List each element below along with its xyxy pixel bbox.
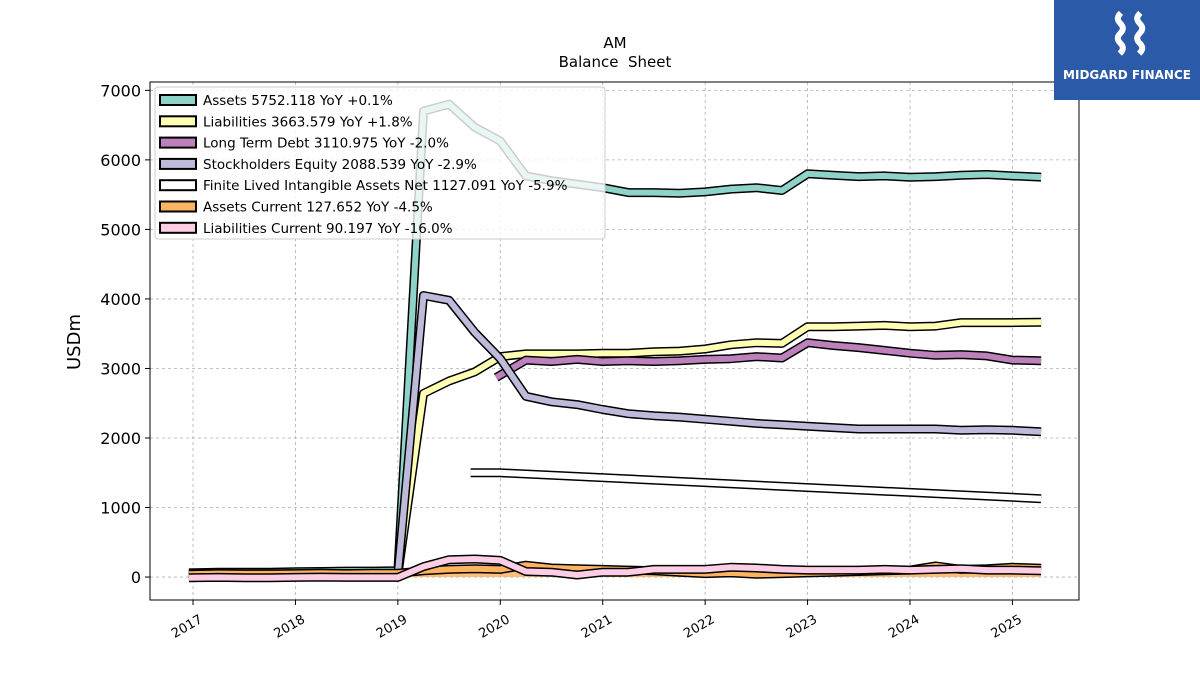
legend-label: Assets 5752.118 YoY +0.1% [203, 93, 393, 109]
x-tick-label: 2020 [476, 612, 512, 642]
legend: Assets 5752.118 YoY +0.1% Liabilities 366… [154, 86, 606, 240]
chart-title: AM [603, 34, 626, 52]
legend-label: Finite Lived Intangible Assets Net 1127.… [203, 178, 568, 194]
y-tick-label: 2000 [100, 429, 141, 448]
legend-label: Liabilities Current 90.197 YoY -16.0% [203, 221, 453, 237]
x-tick-label: 2022 [681, 612, 717, 642]
legend-swatch [159, 179, 197, 192]
logo-mark-icon: ⌇⌇ [1107, 5, 1153, 66]
legend-label: Liabilities 3663.579 YoY +1.8% [203, 114, 413, 130]
x-tick-label: 2018 [272, 612, 308, 642]
y-tick-label: 1000 [100, 499, 141, 518]
x-tick-label: 2019 [374, 612, 410, 642]
series-line [470, 469, 1042, 502]
chart-subtitle: Balance Sheet [559, 53, 672, 71]
y-tick-label: 5000 [100, 220, 141, 239]
x-tick-label: 2024 [886, 612, 922, 642]
y-tick-label: 0 [131, 568, 141, 587]
series-line [494, 339, 1042, 381]
x-tick-label: 2021 [579, 612, 615, 642]
legend-swatch [159, 200, 197, 213]
series-line [188, 556, 1042, 581]
series-line-outline [188, 291, 1042, 579]
legend-label: Assets Current 127.652 YoY -4.5% [203, 200, 433, 216]
legend-swatch [159, 115, 197, 128]
y-axis-label: USDm [64, 314, 85, 370]
x-tick-label: 2023 [784, 612, 820, 642]
y-tick-label: 3000 [100, 359, 141, 378]
legend-swatch [159, 157, 197, 170]
y-tick-label: 7000 [100, 81, 141, 100]
logo-brand-name: MIDGARD FINANCE [1063, 68, 1191, 82]
legend-swatch [159, 94, 197, 106]
x-tick-label: 2017 [169, 612, 205, 642]
legend-label: Stockholders Equity 2088.539 YoY -2.9% [203, 157, 477, 173]
y-tick-label: 6000 [100, 151, 141, 170]
series-lines [188, 99, 1042, 583]
y-axis-ticks: 0 1000 2000 3000 4000 5000 6000 7000 [100, 81, 150, 587]
plot-frame [149, 81, 1080, 601]
x-axis-ticks: 2017 2018 2019 2020 2021 2022 2023 2024 2025 [169, 600, 1025, 642]
x-tick-label: 2025 [989, 612, 1025, 642]
legend-swatch [159, 221, 197, 234]
legend-swatch [159, 136, 197, 149]
y-tick-label: 4000 [100, 290, 141, 309]
legend-label: Long Term Debt 3110.975 YoY -2.0% [203, 136, 449, 152]
brand-logo: ⌇⌇ MIDGARD FINANCE [1054, 0, 1200, 100]
legend-frame [154, 86, 606, 240]
series-line [188, 292, 1042, 578]
